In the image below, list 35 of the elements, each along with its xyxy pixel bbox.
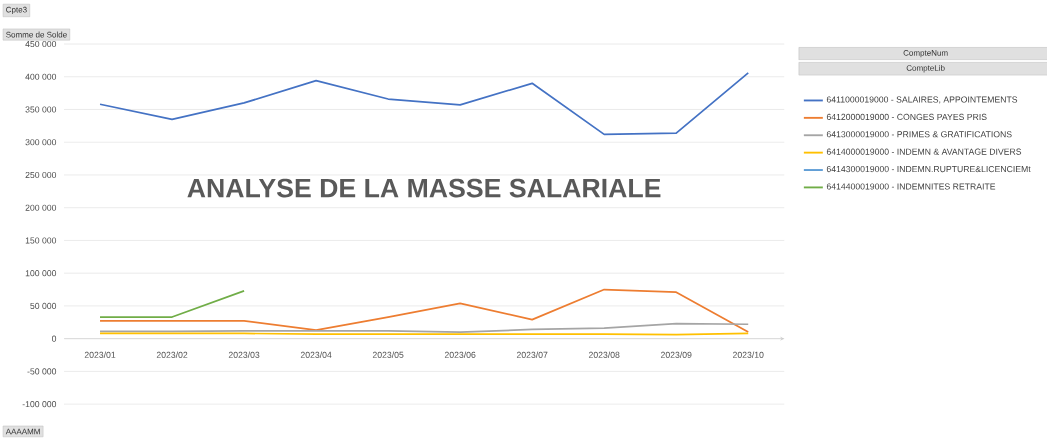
y-tick-label: 300 000 [25,139,57,146]
y-tick-label: -100 000 [22,401,57,408]
y-tick-label: 450 000 [25,40,57,48]
legend-label: 6414000019000 - INDEMN & AVANTAGE DIVERS [826,148,1022,155]
x-tick-label: 2023/05 [372,351,404,358]
y-tick-label: 0 [51,335,57,342]
legend-label: 6412000019000 - CONGES PAYES PRIS [826,113,987,120]
x-tick-label: 2023/10 [733,351,764,358]
y-tick-label: 250 000 [25,171,57,178]
x-tick-label: 2023/06 [444,351,476,358]
text: CompteLib [906,64,945,73]
y-tick-label: 350 000 [25,106,57,113]
legend-label: 6411000019000 - SALAIRES, APPOINTEMENTS [826,96,1018,104]
y-tick-label: 200 000 [25,204,57,211]
x-tick-label: 2023/08 [588,351,620,358]
y-tick-label: 150 000 [25,237,57,244]
y-tick-label: -50 000 [27,368,57,375]
legend-label: 6414400019000 - INDEMNITES RETRAITE [826,183,996,190]
x-tick-label: 2023/07 [516,351,548,358]
legend-title: CompteNum [903,49,948,58]
legend-label: 6414300019000 - INDEMN.RUPTURE&LICENCIEMt [826,165,1031,173]
text: ANALYSE DE LA MASSE SALARIALE [187,178,661,198]
x-tick-label: 2023/02 [156,351,188,358]
x-tick-label: 2023/09 [660,351,692,358]
x-tick-label: 2023/03 [228,351,260,358]
y-tick-label: 400 000 [25,73,57,80]
text: Cpte3 [6,6,27,14]
y-tick-label: 50 000 [30,302,57,309]
y-axis-title: Somme de Solde [6,31,67,38]
line-series [99,71,750,136]
y-tick-label: 100 000 [25,270,57,277]
x-axis-title: AAAAMM [5,428,40,435]
legend-label: 6413000019000 - PRIMES & GRATIFICATIONS [826,131,1012,138]
x-tick-label: 2023/04 [300,351,332,358]
x-tick-label: 2023/01 [84,351,116,358]
